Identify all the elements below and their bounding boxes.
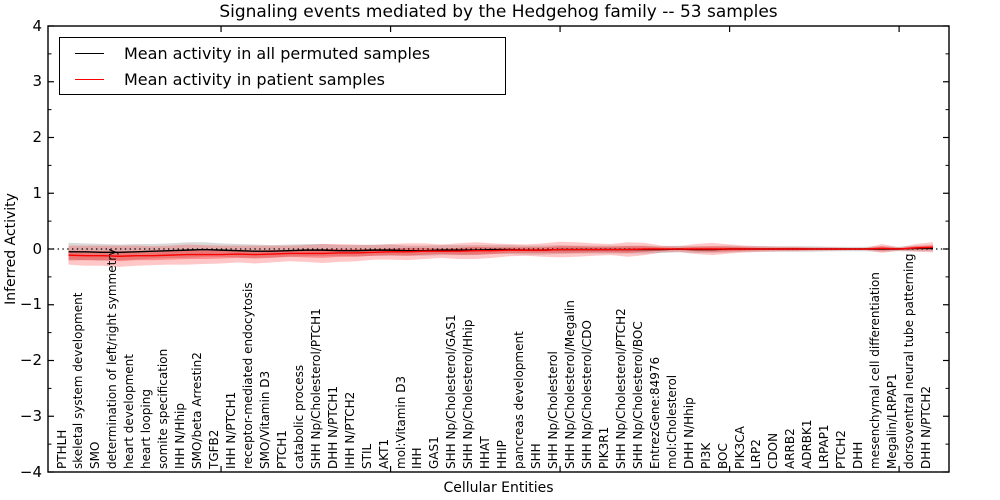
x-category-label: heart looping xyxy=(139,389,154,469)
x-category-label: SHH Np/Cholesterol xyxy=(546,351,561,469)
x-category-label: ARRB2 xyxy=(783,428,798,469)
y-tick-label: 1 xyxy=(32,183,42,202)
x-category-label: SHH Np/Cholesterol/Hhip xyxy=(461,319,476,469)
y-tick-label: 0 xyxy=(32,239,42,258)
series-lines-layer xyxy=(68,246,934,257)
x-category-label: GAS1 xyxy=(427,436,442,469)
x-category-label: SMO xyxy=(88,441,103,469)
x-category-label: dorsoventral neural tube patterning xyxy=(902,253,917,469)
legend-entry-patient: Mean activity in patient samples xyxy=(75,70,505,89)
x-category-label: EntrezGene:84976 xyxy=(647,356,662,469)
x-category-label: IHH xyxy=(410,447,425,469)
y-tick-label: 2 xyxy=(32,128,42,146)
legend-line-sample-patient xyxy=(75,78,104,80)
x-category-label: determination of left/right symmetry xyxy=(105,248,120,469)
y-tick-label: −2 xyxy=(19,351,42,369)
x-category-label: DHH N/PTCH2 xyxy=(919,385,933,469)
x-category-label: LRPAP1 xyxy=(817,424,832,469)
x-category-label: PIK3R1 xyxy=(596,426,611,469)
x-category-label: skeletal system development xyxy=(71,292,86,469)
x-category-label: SHH Np/Cholesterol/PTCH1 xyxy=(308,308,323,469)
x-category-label: BOC xyxy=(715,443,730,469)
y-tick-label: −4 xyxy=(19,462,42,481)
x-category-label: HHAT xyxy=(478,436,493,469)
x-category-label: mol:Cholesterol xyxy=(664,374,679,469)
x-category-label: SHH Np/Cholesterol/GAS1 xyxy=(444,314,459,469)
legend-line-sample-permuted xyxy=(75,52,104,54)
x-category-label: Megalin/LRPAP1 xyxy=(885,373,900,469)
x-category-label: mesenchymal cell differentiation xyxy=(868,272,883,469)
chart-title: Signaling events mediated by the Hedgeho… xyxy=(219,2,778,22)
y-tick-label: −3 xyxy=(19,406,42,425)
x-category-label: DHH N/Hhip xyxy=(681,397,696,469)
axis-ticks xyxy=(48,25,949,473)
x-category-label: PTCH2 xyxy=(834,430,849,469)
x-category-label: DHH xyxy=(851,441,866,469)
y-tick-label: 4 xyxy=(32,16,42,35)
x-category-label: LRP2 xyxy=(749,439,764,469)
x-category-label: catabolic process xyxy=(291,364,306,469)
x-category-label: heart development xyxy=(122,354,137,469)
x-category-label: IHH N/PTCH2 xyxy=(342,391,357,469)
x-category-label: SMO/Vitamin D3 xyxy=(257,370,272,469)
x-category-label: AKT1 xyxy=(376,438,391,469)
x-axis-label: Cellular Entities xyxy=(443,480,554,496)
x-category-label: IHH N/Hhip xyxy=(173,403,188,469)
x-category-label: ADRBK1 xyxy=(800,419,815,469)
legend-entry-permuted: Mean activity in all permuted samples xyxy=(75,44,505,63)
y-axis-label: Inferred Activity xyxy=(3,193,19,305)
x-category-label: mol:Vitamin D3 xyxy=(393,375,408,469)
x-category-label: TGFB2 xyxy=(207,429,222,469)
x-category-label: SHH Np/Cholesterol/CDO xyxy=(579,320,594,469)
y-tick-label: −1 xyxy=(19,295,42,314)
x-category-label: STIL xyxy=(359,443,374,469)
patient-samples-outer-spread-band xyxy=(68,241,933,267)
x-category-label: pancreas development xyxy=(512,331,527,469)
y-tick-label: 3 xyxy=(32,72,42,91)
x-category-label: somite specification xyxy=(156,348,171,469)
x-category-label: SMO/beta Arrestin2 xyxy=(190,352,205,469)
x-category-label: HHIP xyxy=(495,440,510,469)
x-category-label: SHH xyxy=(529,443,544,469)
legend-label-permuted: Mean activity in all permuted samples xyxy=(124,43,431,63)
x-category-label: SHH Np/Cholesterol/PTCH2 xyxy=(613,308,628,469)
legend: Mean activity in all permuted samples Me… xyxy=(59,37,506,95)
patient-mean-line xyxy=(68,246,934,257)
x-category-label: PTCH1 xyxy=(274,430,289,469)
permuted-samples-spread-band xyxy=(68,242,933,261)
x-category-label: IHH N/PTCH1 xyxy=(224,391,238,469)
x-category-label: PTHLH xyxy=(54,429,69,469)
x-category-label: DHH N/PTCH1 xyxy=(325,385,340,469)
x-category-label: PI3K xyxy=(698,442,713,469)
x-category-label: SHH Np/Cholesterol/Megalin xyxy=(563,300,578,469)
x-category-label: PIK3CA xyxy=(732,426,747,469)
x-category-label: SHH Np/Cholesterol/BOC xyxy=(630,321,645,469)
legend-label-patient: Mean activity in patient samples xyxy=(124,69,385,89)
x-category-label: receptor-mediated endocytosis xyxy=(240,282,255,469)
x-category-label: CDON xyxy=(766,432,781,469)
